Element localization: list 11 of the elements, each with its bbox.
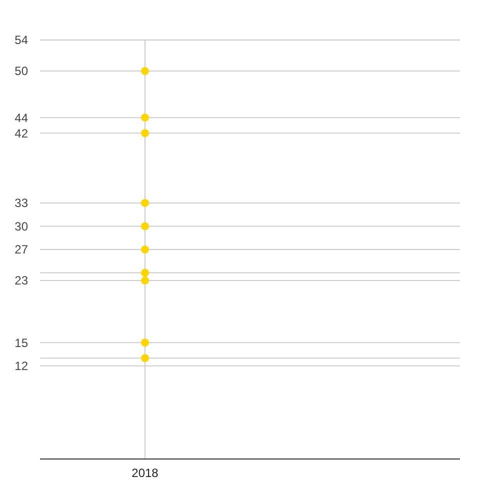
y-tick-label: 54 [14,33,28,48]
y-tick-label: 15 [14,336,28,350]
y-tick-label: 30 [14,219,28,234]
y-tick-label: 12 [14,359,28,374]
y-tick-label: 33 [14,196,28,210]
x-tick-label: 2018 [132,466,159,480]
y-tick-label: 50 [14,64,28,78]
y-tick-label: 23 [14,274,28,288]
y-tick-label: 27 [14,242,28,257]
y-tick-label: 42 [14,126,28,140]
y-tick-label: 44 [14,110,28,125]
